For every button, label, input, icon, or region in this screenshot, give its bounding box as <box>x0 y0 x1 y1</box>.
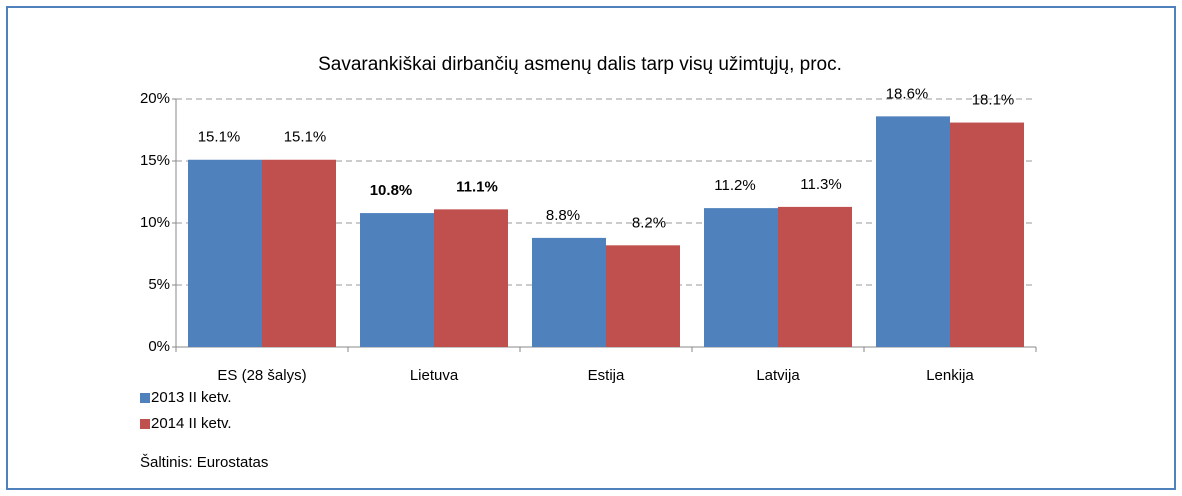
source-note: Šaltinis: Eurostatas <box>140 454 268 471</box>
bar <box>188 159 262 347</box>
bar <box>360 213 434 347</box>
data-label: 10.8% <box>370 182 413 199</box>
x-tick-label: Estija <box>588 367 625 384</box>
legend-label: 2013 II ketv. <box>151 389 232 406</box>
bar <box>778 206 852 347</box>
legend-swatch <box>140 393 150 403</box>
data-label: 15.1% <box>284 129 327 146</box>
bar <box>704 208 778 347</box>
bar <box>876 116 950 347</box>
bar <box>950 122 1024 347</box>
x-tick-label: Lietuva <box>410 367 459 384</box>
y-tick-label: 15% <box>140 152 170 169</box>
bar <box>434 209 508 347</box>
x-tick-label: ES (28 šalys) <box>217 367 306 384</box>
data-label: 15.1% <box>198 129 241 146</box>
bar <box>262 159 336 347</box>
y-tick-label: 0% <box>148 338 170 355</box>
data-label: 8.2% <box>632 214 666 231</box>
data-label: 11.2% <box>714 177 755 194</box>
y-tick-label: 10% <box>140 214 170 231</box>
data-label: 11.1% <box>456 178 498 195</box>
bar <box>532 237 606 347</box>
data-label: 18.6% <box>886 85 929 102</box>
y-tick-label: 5% <box>148 276 170 293</box>
x-tick-label: Lenkija <box>926 367 974 384</box>
data-label: 11.3% <box>800 176 841 193</box>
legend-label: 2014 II ketv. <box>151 415 232 432</box>
chart-title: Savarankiškai dirbančių asmenų dalis tar… <box>318 54 842 75</box>
data-label: 18.1% <box>972 92 1015 109</box>
data-label: 8.8% <box>546 207 580 224</box>
y-tick-label: 20% <box>140 90 170 107</box>
bar <box>606 245 680 347</box>
x-tick-label: Latvija <box>756 367 800 384</box>
legend-swatch <box>140 419 150 429</box>
frame <box>6 6 1176 490</box>
